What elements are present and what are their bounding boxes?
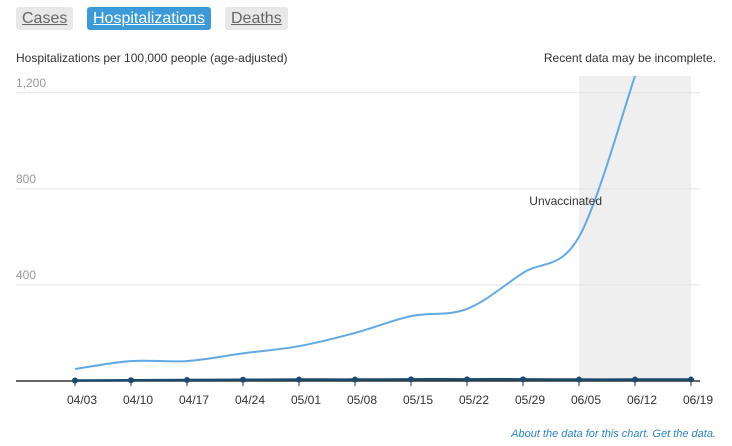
point xyxy=(72,377,78,384)
note: Recent data may be incomplete. xyxy=(544,51,716,65)
x-tick-label: 05/01 xyxy=(291,393,321,407)
point xyxy=(184,377,190,384)
x-tick-label: 06/12 xyxy=(627,393,657,407)
point xyxy=(240,376,246,383)
incomplete-region xyxy=(579,76,691,381)
tab[interactable]: Cases xyxy=(16,7,74,30)
x-tick-label: 06/05 xyxy=(571,393,601,407)
y-tick-label: 800 xyxy=(16,172,36,186)
point xyxy=(520,376,526,383)
x-tick-label: 05/29 xyxy=(515,393,545,407)
point xyxy=(352,376,358,383)
point xyxy=(688,376,694,383)
point xyxy=(408,376,414,383)
footer-link[interactable]: About the data for this chart. xyxy=(510,428,649,440)
y-axis-label: Hospitalizations per 100,000 people (age… xyxy=(16,51,288,65)
x-tick-label: 04/10 xyxy=(123,393,153,407)
x-tick-label: 05/15 xyxy=(403,393,433,407)
footer-link[interactable]: Get the data. xyxy=(652,428,716,440)
point xyxy=(128,377,134,384)
annotation: Unvaccinated xyxy=(529,194,602,208)
point xyxy=(464,376,470,383)
series-line xyxy=(74,76,636,370)
point xyxy=(296,376,302,383)
x-tick-label: 05/08 xyxy=(347,393,377,407)
y-tick-label: 400 xyxy=(16,268,36,282)
x-tick-label: 04/24 xyxy=(235,393,265,407)
x-tick-label: 04/17 xyxy=(179,393,209,407)
point xyxy=(632,376,638,383)
y-tick-label: 1,200 xyxy=(16,76,46,90)
x-tick-label: 06/19 xyxy=(683,393,713,407)
x-tick-label: 04/03 xyxy=(67,393,97,407)
footer-links: About the data for this chart. Get the d… xyxy=(510,428,716,440)
tab[interactable]: Hospitalizations xyxy=(87,7,212,30)
tab[interactable]: Deaths xyxy=(225,7,288,30)
x-tick-label: 05/22 xyxy=(459,393,489,407)
point xyxy=(576,376,582,383)
series-line xyxy=(74,378,691,382)
